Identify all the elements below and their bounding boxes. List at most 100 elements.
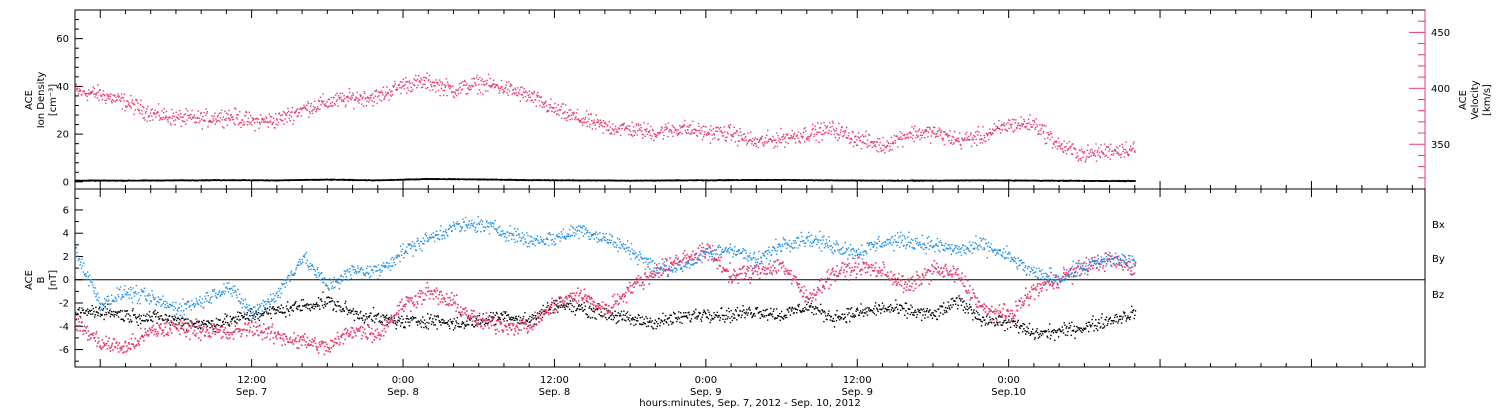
velocity-point — [756, 138, 759, 141]
velocity-point — [596, 121, 598, 124]
velocity-point — [892, 142, 894, 145]
velocity-point — [860, 148, 863, 150]
velocity-point — [836, 133, 838, 135]
velocity-point — [234, 107, 236, 109]
velocity-point — [205, 108, 207, 110]
velocity-point — [1133, 150, 1136, 152]
velocity-point — [863, 136, 865, 138]
b-tick-label: -6 — [59, 345, 69, 356]
velocity-point — [655, 136, 658, 138]
velocity-point — [342, 99, 344, 101]
velocity-point — [317, 108, 319, 110]
velocity-point — [953, 142, 955, 144]
velocity-point — [1010, 125, 1012, 127]
velocity-point — [104, 95, 106, 97]
velocity-point — [85, 94, 87, 96]
velocity-point — [300, 115, 302, 117]
velocity-point — [762, 142, 764, 144]
velocity-point — [985, 132, 988, 135]
density-point — [515, 179, 517, 181]
velocity-point — [417, 84, 419, 86]
velocity-point — [697, 129, 699, 132]
velocity-point — [204, 120, 206, 122]
velocity-point — [480, 83, 483, 86]
velocity-point — [125, 106, 127, 109]
velocity-point — [565, 117, 567, 119]
velocity-point — [253, 122, 256, 124]
velocity-point — [764, 137, 767, 139]
velocity-point — [555, 107, 557, 109]
velocity-point — [261, 117, 264, 120]
velocity-point — [858, 137, 860, 139]
velocity-point — [77, 93, 80, 95]
velocity-point — [535, 105, 537, 108]
velocity-point — [1111, 150, 1114, 152]
velocity-point — [1098, 151, 1101, 154]
velocity-point — [875, 141, 877, 143]
velocity-point — [691, 129, 693, 131]
velocity-point — [198, 122, 200, 124]
velocity-point — [554, 102, 556, 105]
velocity-point — [913, 127, 915, 130]
velocity-point — [268, 113, 270, 115]
velocity-point — [1072, 153, 1074, 155]
velocity-point — [272, 121, 274, 124]
velocity-point — [146, 108, 148, 110]
velocity-point — [313, 108, 315, 110]
velocity-point — [1027, 118, 1030, 120]
velocity-point — [319, 96, 322, 98]
velocity-point — [554, 110, 557, 112]
velocity-point — [773, 147, 775, 149]
velocity-point — [379, 99, 381, 101]
velocity-point — [144, 112, 147, 114]
velocity-point — [898, 138, 901, 140]
velocity-point — [581, 122, 583, 124]
velocity-point — [636, 134, 638, 136]
velocity-point — [873, 141, 876, 143]
velocity-point — [843, 135, 845, 137]
velocity-point — [910, 132, 913, 135]
velocity-point — [1130, 150, 1132, 152]
velocity-point — [734, 141, 737, 143]
velocity-point — [578, 120, 580, 122]
velocity-point — [336, 99, 339, 101]
velocity-point — [1026, 122, 1028, 125]
velocity-point — [882, 136, 884, 139]
velocity-point — [286, 121, 288, 123]
velocity-point — [679, 131, 682, 134]
velocity-point — [886, 140, 888, 142]
velocity-point — [189, 114, 191, 117]
velocity-point — [316, 106, 319, 108]
velocity-point — [233, 122, 235, 124]
velocity-point — [254, 130, 256, 132]
velocity-point — [1099, 156, 1102, 159]
velocity-point — [723, 126, 725, 128]
velocity-point — [386, 93, 389, 95]
velocity-point — [287, 107, 289, 110]
velocity-point — [559, 109, 562, 111]
velocity-point — [655, 134, 657, 136]
velocity-point — [461, 88, 463, 90]
velocity-point — [894, 142, 897, 144]
velocity-point — [708, 132, 710, 135]
velocity-point — [320, 104, 322, 106]
velocity-point — [1060, 144, 1062, 146]
velocity-point — [755, 145, 758, 147]
velocity-point — [945, 134, 948, 136]
velocity-point — [938, 130, 940, 132]
velocity-point — [195, 121, 198, 123]
velocity-point — [965, 139, 967, 141]
velocity-point — [224, 119, 227, 121]
velocity-point — [992, 132, 994, 135]
velocity-point — [662, 131, 664, 134]
velocity-point — [197, 117, 199, 119]
velocity-point — [897, 146, 899, 148]
bx-point — [75, 312, 77, 314]
velocity-point — [893, 134, 896, 137]
velocity-point — [882, 149, 885, 151]
velocity-point — [866, 146, 868, 149]
velocity-point — [676, 132, 678, 135]
velocity-point — [720, 130, 722, 132]
velocity-point — [824, 125, 826, 127]
